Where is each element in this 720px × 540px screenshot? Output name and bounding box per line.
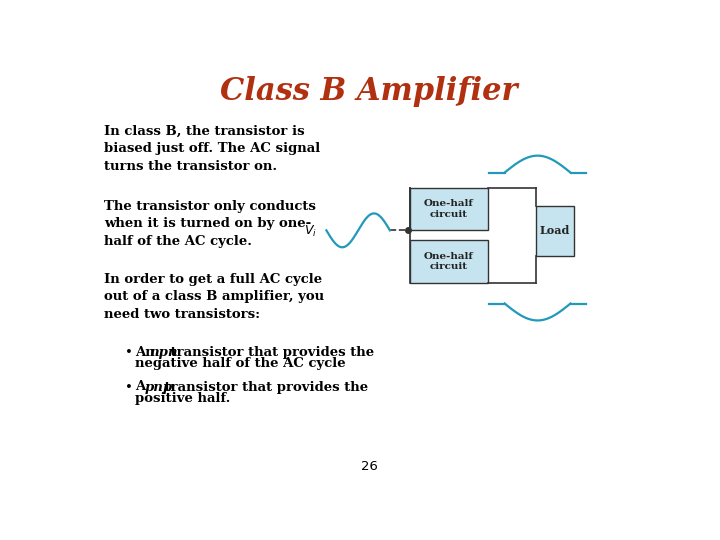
Bar — [536, 206, 575, 256]
Text: Load: Load — [540, 225, 570, 236]
Text: The transistor only conducts
when it is turned on by one-
half of the AC cycle.: The transistor only conducts when it is … — [104, 200, 316, 247]
Text: •: • — [125, 381, 132, 394]
Text: In class B, the transistor is
biased just off. The AC signal
turns the transisto: In class B, the transistor is biased jus… — [104, 125, 320, 173]
Text: One-half
circuit: One-half circuit — [424, 199, 474, 219]
Bar — [410, 240, 487, 283]
Bar — [410, 188, 487, 231]
Text: In order to get a full AC cycle
out of a class B amplifier, you
need two transis: In order to get a full AC cycle out of a… — [104, 273, 324, 321]
Text: pnp: pnp — [144, 381, 172, 394]
Text: negative half of the AC cycle: negative half of the AC cycle — [135, 357, 346, 370]
Text: An: An — [135, 346, 159, 359]
Text: One-half
circuit: One-half circuit — [424, 252, 474, 271]
Text: positive half.: positive half. — [135, 392, 230, 405]
Text: transistor that provides the: transistor that provides the — [166, 346, 374, 359]
Text: npn: npn — [149, 346, 177, 359]
Text: •: • — [125, 346, 132, 359]
Text: Class B Amplifier: Class B Amplifier — [220, 76, 518, 107]
Text: A: A — [135, 381, 150, 394]
Text: transistor that provides the: transistor that provides the — [160, 381, 368, 394]
Text: $V_i$: $V_i$ — [304, 224, 317, 239]
Text: 26: 26 — [361, 460, 377, 473]
